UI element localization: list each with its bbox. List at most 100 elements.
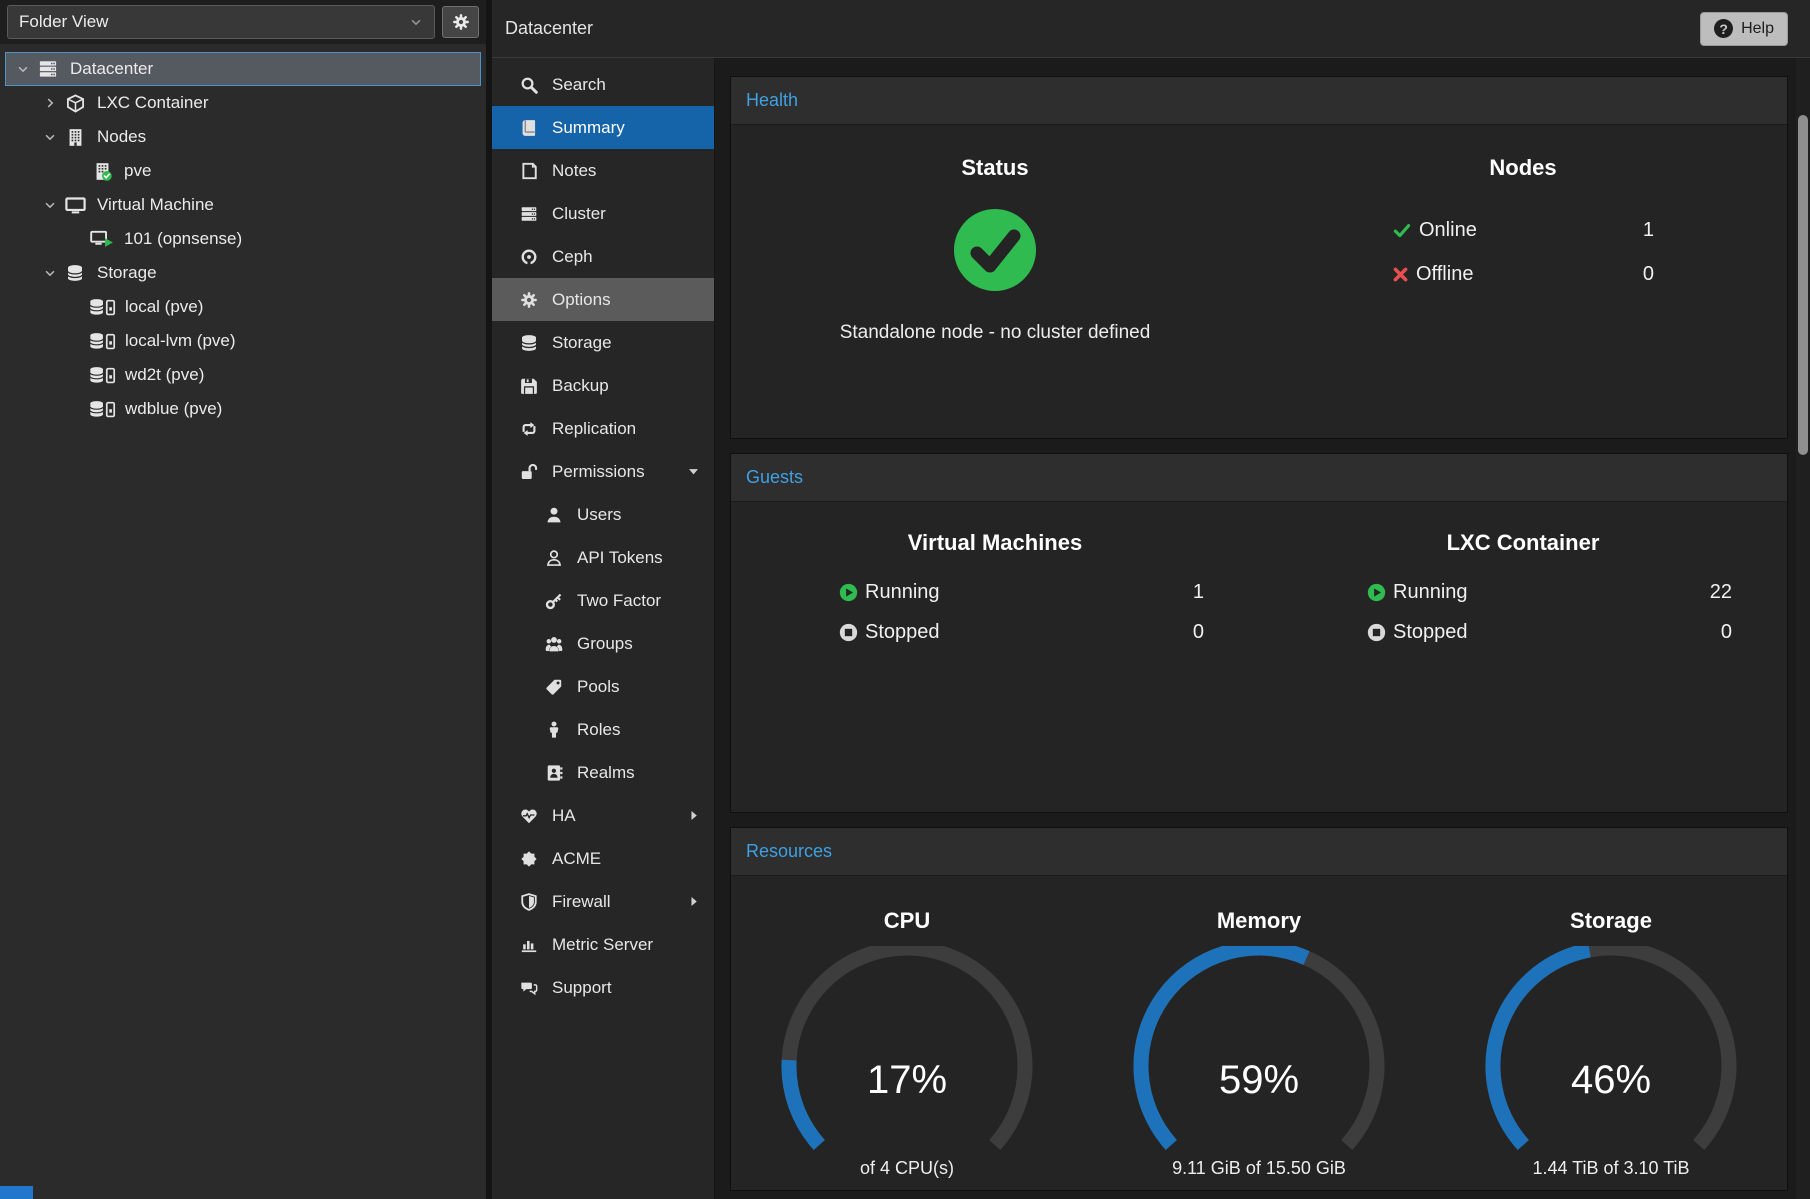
status-heading: Status xyxy=(731,155,1259,181)
vm-running-icon xyxy=(89,230,115,248)
menu-item-metric-server[interactable]: Metric Server xyxy=(492,923,714,966)
tree-item-101-opnsense[interactable]: 101 (opnsense) xyxy=(5,222,481,256)
gauge-percent: 59% xyxy=(1109,1058,1409,1103)
tree-item-lxc-container[interactable]: LXC Container xyxy=(5,86,481,120)
chevron-down-icon xyxy=(409,15,423,29)
menu-item-label: Permissions xyxy=(552,462,645,482)
play-icon xyxy=(839,583,858,602)
user-icon xyxy=(543,506,565,524)
resources-panel: Resources CPU 17% of 4 CPU(s) Memory 59%… xyxy=(730,827,1788,1191)
gauge-title: CPU xyxy=(731,908,1083,934)
nodes-offline-row: Offline 0 xyxy=(1392,263,1654,286)
health-panel: Health Status Standalone node - no clust… xyxy=(730,76,1788,439)
menu-item-options[interactable]: Options xyxy=(492,278,714,321)
vm-stopped-count: 0 xyxy=(1193,621,1204,644)
tree-item-wd2t-pve[interactable]: wd2t (pve) xyxy=(5,358,481,392)
caret-right-icon[interactable] xyxy=(687,809,700,822)
help-button[interactable]: ? Help xyxy=(1700,12,1788,46)
tree-item-label: LXC Container xyxy=(97,93,209,113)
gauge-detail: 1.44 TiB of 3.10 TiB xyxy=(1435,1158,1787,1179)
tree-item-local-pve[interactable]: local (pve) xyxy=(5,290,481,324)
chevron-down-icon[interactable] xyxy=(38,130,62,144)
tree-item-local-lvm-pve[interactable]: local-lvm (pve) xyxy=(5,324,481,358)
chevron-down-icon[interactable] xyxy=(38,266,62,280)
vm-heading: Virtual Machines xyxy=(731,530,1259,556)
lxc-rows: Running 22 Stopped 0 xyxy=(1367,578,1732,647)
menu-item-ceph[interactable]: Ceph xyxy=(492,235,714,278)
menu-item-search[interactable]: Search xyxy=(492,63,714,106)
monitor-icon xyxy=(62,196,88,215)
storage-item-icon xyxy=(89,366,116,384)
nodes-heading: Nodes xyxy=(1259,155,1787,181)
vm-running-count: 1 xyxy=(1193,581,1204,604)
caret-down-icon[interactable] xyxy=(687,465,700,478)
content-scrollbar[interactable] xyxy=(1796,58,1810,1199)
chevron-down-icon[interactable] xyxy=(11,62,35,76)
resource-tree-sidebar: Folder View Datacenter LXC Container Nodes… xyxy=(0,0,486,1199)
chevron-right-icon[interactable] xyxy=(38,96,62,110)
play-icon xyxy=(1367,583,1386,602)
view-mode-select[interactable]: Folder View xyxy=(7,5,435,39)
menu-item-realms[interactable]: Realms xyxy=(492,751,714,794)
lxc-column: LXC Container Running 22 Stopped xyxy=(1259,530,1787,647)
cluster-status-column: Status Standalone node - no cluster defi… xyxy=(731,155,1259,344)
menu-item-label: API Tokens xyxy=(577,548,663,568)
gauge-percent: 46% xyxy=(1461,1058,1761,1103)
menu-item-cluster[interactable]: Cluster xyxy=(492,192,714,235)
menu-item-two-factor[interactable]: Two Factor xyxy=(492,579,714,622)
menu-item-pools[interactable]: Pools xyxy=(492,665,714,708)
comments-icon xyxy=(518,979,540,997)
menu-item-support[interactable]: Support xyxy=(492,966,714,1009)
menu-item-backup[interactable]: Backup xyxy=(492,364,714,407)
tree-item-wdblue-pve[interactable]: wdblue (pve) xyxy=(5,392,481,426)
user-o-icon xyxy=(543,549,565,567)
chevron-down-icon[interactable] xyxy=(38,198,62,212)
menu-item-firewall[interactable]: Firewall xyxy=(492,880,714,923)
vm-running-label: Running xyxy=(865,581,940,604)
menu-item-label: Users xyxy=(577,505,621,525)
help-label: Help xyxy=(1741,20,1774,38)
guests-panel-body: Virtual Machines Running 1 Stopped xyxy=(731,502,1787,647)
offline-label: Offline xyxy=(1416,263,1473,286)
menu-item-summary[interactable]: Summary xyxy=(492,106,714,149)
menu-item-replication[interactable]: Replication xyxy=(492,407,714,450)
gear-icon xyxy=(518,291,540,309)
storage-item-icon xyxy=(89,332,116,350)
menu-item-label: Pools xyxy=(577,677,620,697)
menu-item-acme[interactable]: ACME xyxy=(492,837,714,880)
tag-icon xyxy=(543,678,565,696)
health-panel-header: Health xyxy=(731,77,1787,125)
tree-item-datacenter[interactable]: Datacenter xyxy=(5,52,481,86)
virtual-machines-column: Virtual Machines Running 1 Stopped xyxy=(731,530,1259,647)
menu-item-storage[interactable]: Storage xyxy=(492,321,714,364)
menu-item-roles[interactable]: Roles xyxy=(492,708,714,751)
lxc-heading: LXC Container xyxy=(1259,530,1787,556)
tree-item-nodes[interactable]: Nodes xyxy=(5,120,481,154)
menu-item-label: Support xyxy=(552,978,612,998)
tree-item-pve[interactable]: pve xyxy=(5,154,481,188)
menu-item-groups[interactable]: Groups xyxy=(492,622,714,665)
menu-item-api-tokens[interactable]: API Tokens xyxy=(492,536,714,579)
gauge-arc xyxy=(1109,946,1409,1158)
guests-panel-header: Guests xyxy=(731,454,1787,502)
gauge-title: Memory xyxy=(1083,908,1435,934)
tree-item-storage[interactable]: Storage xyxy=(5,256,481,290)
menu-item-users[interactable]: Users xyxy=(492,493,714,536)
scrollbar-thumb[interactable] xyxy=(1798,115,1808,455)
caret-right-icon[interactable] xyxy=(687,895,700,908)
vm-rows: Running 1 Stopped 0 xyxy=(839,578,1204,647)
tree-item-label: Storage xyxy=(97,263,157,283)
tree-settings-button[interactable] xyxy=(442,6,479,38)
person-icon xyxy=(543,721,565,739)
splitter-handle[interactable] xyxy=(0,1186,33,1199)
note-icon xyxy=(518,162,540,180)
menu-item-notes[interactable]: Notes xyxy=(492,149,714,192)
stop-icon xyxy=(1367,623,1386,642)
menu-item-permissions[interactable]: Permissions xyxy=(492,450,714,493)
tree-item-virtual-machine[interactable]: Virtual Machine xyxy=(5,188,481,222)
menu-item-ha[interactable]: HA xyxy=(492,794,714,837)
main-body: SearchSummaryNotes Cluster CephOptionsStor… xyxy=(492,58,1810,1199)
lxc-running-row: Running 22 xyxy=(1367,578,1732,607)
online-count: 1 xyxy=(1643,219,1654,242)
menu-item-label: Cluster xyxy=(552,204,606,224)
